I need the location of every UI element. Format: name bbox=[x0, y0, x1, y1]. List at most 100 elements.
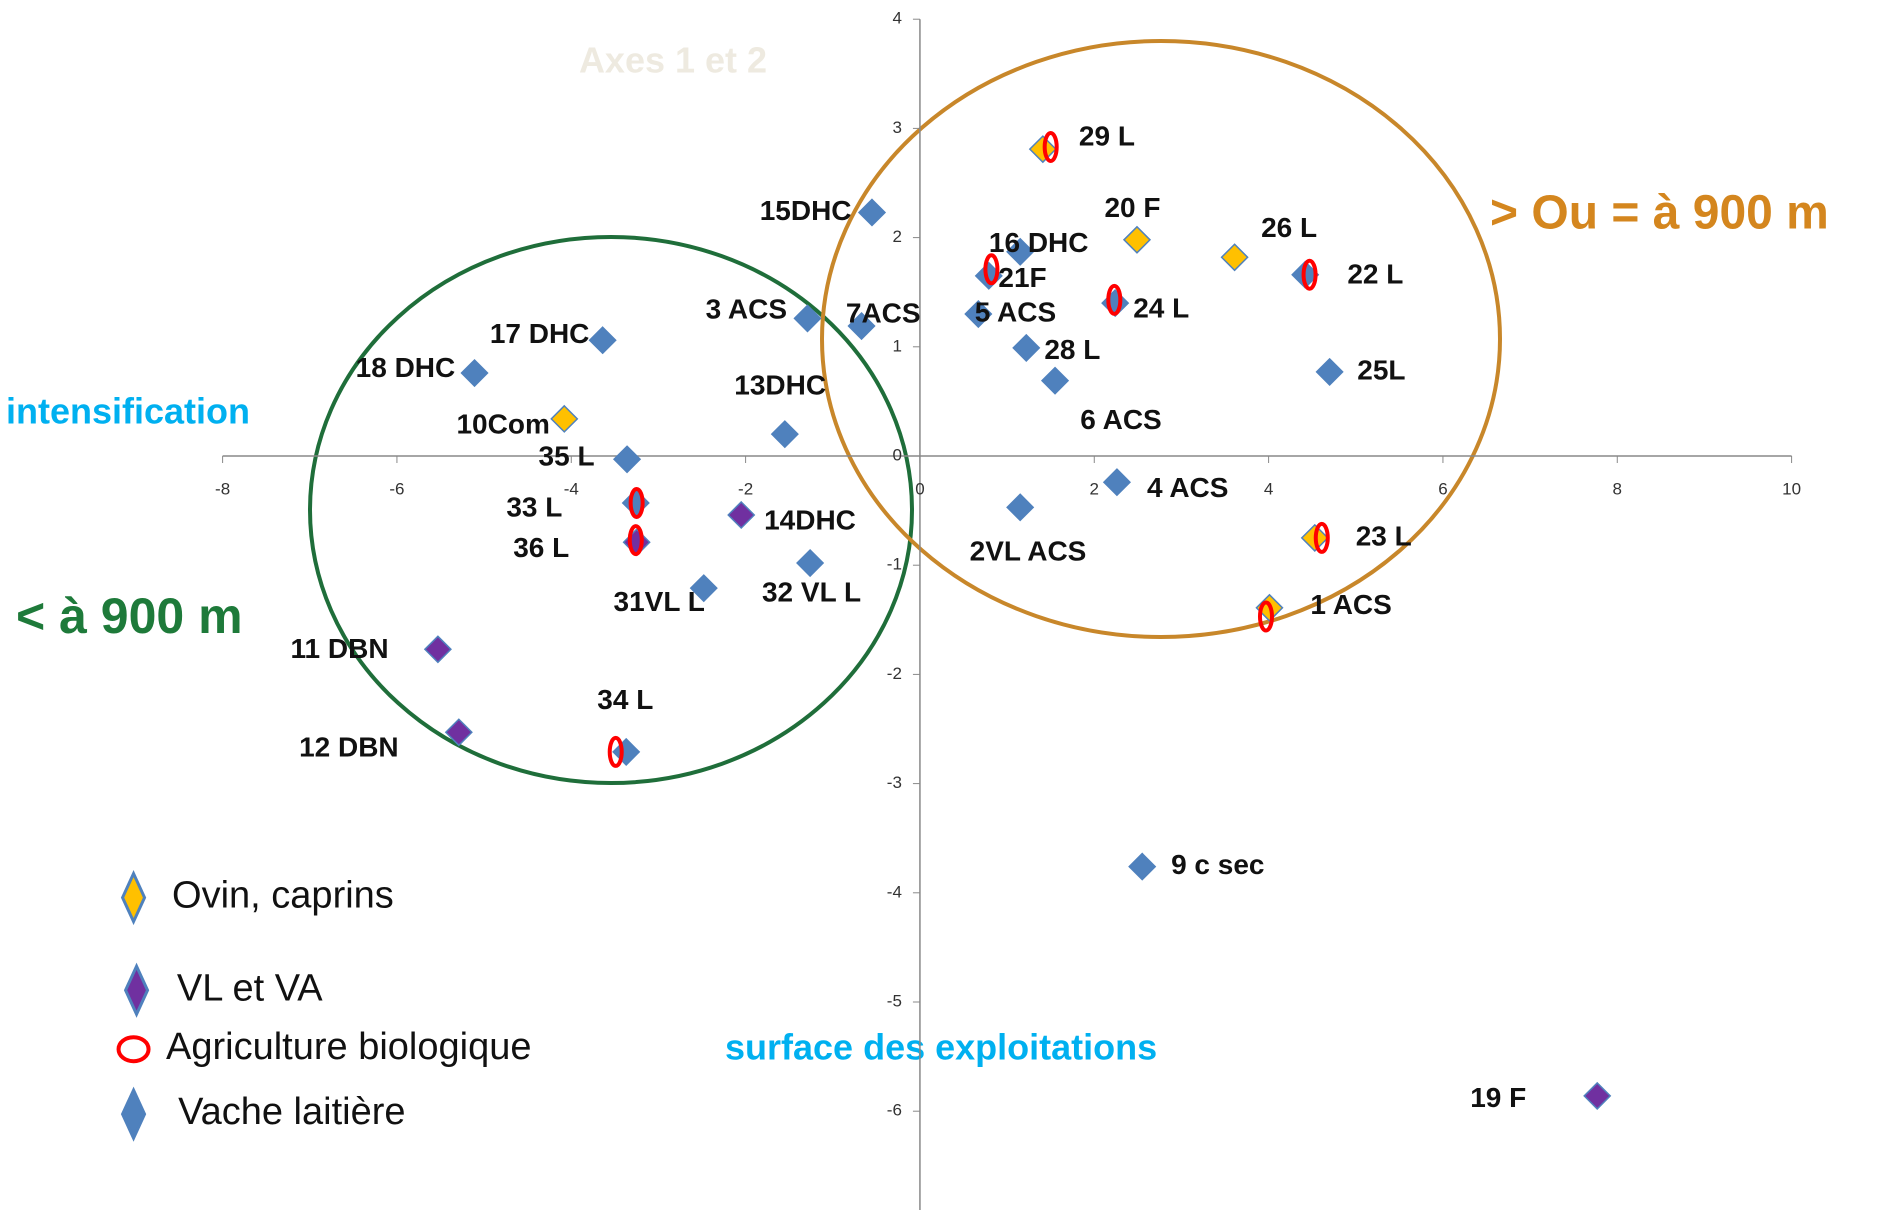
legend-marker bbox=[120, 1086, 147, 1142]
point bbox=[1122, 225, 1152, 254]
point bbox=[621, 488, 650, 518]
annotation: intensification bbox=[6, 391, 250, 432]
legend-label: Agriculture biologique bbox=[166, 1026, 531, 1068]
point-label: 19 F bbox=[1470, 1082, 1526, 1113]
point bbox=[793, 304, 822, 333]
point bbox=[1301, 258, 1318, 291]
point-label: 6 ACS bbox=[1080, 404, 1161, 435]
point bbox=[622, 528, 651, 557]
x-tick-label: 0 bbox=[915, 479, 924, 498]
y-tick-label: 0 bbox=[892, 445, 901, 464]
annotation: < à 900 m bbox=[16, 588, 243, 644]
point bbox=[1102, 468, 1131, 497]
point-label: 34 L bbox=[597, 684, 653, 715]
legend-marker bbox=[116, 1035, 151, 1064]
point bbox=[847, 311, 876, 341]
y-tick-label: 2 bbox=[892, 227, 901, 246]
point-label: 20 F bbox=[1104, 192, 1160, 223]
x-tick-label: -6 bbox=[389, 479, 404, 498]
point bbox=[1012, 333, 1041, 362]
legend-label: VL et VA bbox=[177, 967, 323, 1009]
point bbox=[607, 735, 624, 768]
point bbox=[770, 420, 799, 449]
point-label: 13DHC bbox=[734, 370, 826, 401]
point bbox=[460, 358, 489, 388]
point-label: 3 ACS bbox=[706, 294, 787, 325]
legend-marker bbox=[120, 869, 147, 926]
legend-label: Vache laitière bbox=[178, 1091, 405, 1133]
point bbox=[1006, 237, 1035, 266]
point-label: 32 VL L bbox=[762, 577, 861, 608]
y-tick-label: -1 bbox=[887, 555, 902, 574]
point bbox=[857, 198, 887, 227]
point-label: 17 DHC bbox=[490, 318, 590, 349]
point-label: 11 DBN bbox=[291, 633, 389, 664]
point bbox=[1315, 357, 1344, 386]
point-label: 36 L bbox=[513, 532, 569, 563]
point bbox=[1106, 283, 1123, 316]
annotation: surface des exploitations bbox=[725, 1027, 1157, 1068]
x-tick-label: -2 bbox=[738, 479, 753, 498]
point bbox=[1220, 243, 1249, 272]
group-ellipse bbox=[308, 235, 914, 785]
point bbox=[727, 500, 756, 530]
point bbox=[796, 548, 825, 578]
point bbox=[628, 486, 645, 519]
point bbox=[612, 737, 641, 766]
point bbox=[550, 404, 579, 433]
x-tick-label: 4 bbox=[1264, 479, 1273, 498]
point-label: 14DHC bbox=[764, 505, 856, 536]
point-label: 28 L bbox=[1044, 334, 1100, 365]
point-label: 33 L bbox=[506, 491, 562, 522]
point bbox=[1583, 1081, 1612, 1110]
x-tick-label: -4 bbox=[564, 479, 579, 498]
point-label: 21F bbox=[998, 262, 1046, 293]
y-tick-label: -6 bbox=[887, 1101, 902, 1120]
point bbox=[1042, 130, 1059, 163]
point-label: 1 ACS bbox=[1310, 589, 1391, 620]
point bbox=[983, 253, 1000, 286]
point-label: 35 L bbox=[539, 440, 595, 471]
point-label: 29 L bbox=[1079, 121, 1135, 152]
point-label: 12 DBN bbox=[299, 732, 399, 763]
x-tick-label: 8 bbox=[1613, 479, 1622, 498]
subtitle: Axes 1 et 2 bbox=[579, 40, 767, 81]
x-tick-label: 10 bbox=[1782, 479, 1801, 498]
point bbox=[423, 635, 452, 664]
point bbox=[964, 299, 993, 329]
y-tick-label: -5 bbox=[887, 991, 902, 1010]
point-label: 4 ACS bbox=[1147, 472, 1228, 503]
point-label: 24 L bbox=[1133, 293, 1189, 324]
point-label: 5 ACS bbox=[975, 296, 1056, 327]
point-label: 25L bbox=[1357, 354, 1405, 385]
y-tick-label: -3 bbox=[887, 773, 902, 792]
point-label: 16 DHC bbox=[989, 227, 1089, 258]
point bbox=[1040, 366, 1070, 395]
y-tick-label: 3 bbox=[892, 118, 901, 137]
x-tick-label: 2 bbox=[1090, 479, 1099, 498]
point-label: 23 L bbox=[1356, 520, 1412, 551]
point-label: 9 c sec bbox=[1171, 849, 1264, 880]
point-label: 31VL L bbox=[614, 586, 705, 617]
point bbox=[1006, 493, 1035, 522]
point-label: 10Com bbox=[456, 408, 549, 439]
point bbox=[612, 445, 642, 474]
point-label: 18 DHC bbox=[356, 352, 456, 383]
legend-label: Ovin, caprins bbox=[172, 875, 394, 917]
point bbox=[1257, 600, 1274, 633]
x-tick-label: -8 bbox=[215, 479, 230, 498]
y-tick-label: 4 bbox=[892, 9, 901, 28]
y-tick-label: -2 bbox=[887, 664, 902, 683]
point bbox=[1128, 852, 1157, 881]
point-label: 7ACS bbox=[846, 298, 921, 329]
point-label: 15DHC bbox=[760, 195, 852, 226]
y-tick-label: 1 bbox=[892, 336, 901, 355]
legend-marker bbox=[123, 962, 150, 1018]
point-label: 22 L bbox=[1347, 258, 1403, 289]
point bbox=[1313, 521, 1330, 554]
annotation: > Ou = à 900 m bbox=[1490, 187, 1829, 240]
point-label: 26 L bbox=[1261, 212, 1317, 243]
point bbox=[444, 718, 473, 747]
point bbox=[627, 524, 644, 557]
point bbox=[588, 326, 617, 355]
